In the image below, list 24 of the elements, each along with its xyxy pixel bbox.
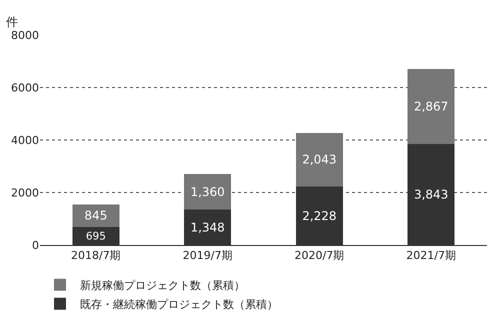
x-tick-label: 2019/7期 bbox=[182, 249, 232, 262]
y-tick-label: 6000 bbox=[11, 81, 39, 94]
y-tick-label: 4000 bbox=[11, 134, 39, 147]
data-label: 1,360 bbox=[190, 184, 225, 199]
data-label: 2,867 bbox=[414, 99, 448, 114]
data-label: 2,043 bbox=[302, 152, 337, 167]
x-tick-label: 2018/7期 bbox=[71, 249, 121, 262]
data-label: 1,348 bbox=[190, 220, 225, 234]
data-label: 845 bbox=[84, 208, 108, 223]
data-label: 3,843 bbox=[414, 188, 448, 202]
bar bbox=[184, 174, 232, 210]
x-tick-label: 2020/7期 bbox=[294, 249, 344, 262]
bar bbox=[408, 68, 455, 144]
y-axis-title: 件 bbox=[6, 15, 18, 29]
data-label: 2,228 bbox=[302, 208, 337, 223]
y-tick-label: 2000 bbox=[11, 186, 39, 200]
legend-label: 既存・継続稼働プロジェクト数（累積） bbox=[80, 298, 278, 311]
y-tick-label: 8000 bbox=[11, 28, 39, 42]
bar bbox=[296, 132, 343, 187]
y-tick-label: 0 bbox=[32, 238, 39, 252]
data-label: 695 bbox=[86, 230, 106, 242]
bar bbox=[72, 204, 120, 227]
legend-label: 新規稼働プロジェクト数（累積） bbox=[80, 278, 245, 292]
x-tick-label: 2021/7期 bbox=[406, 249, 456, 262]
